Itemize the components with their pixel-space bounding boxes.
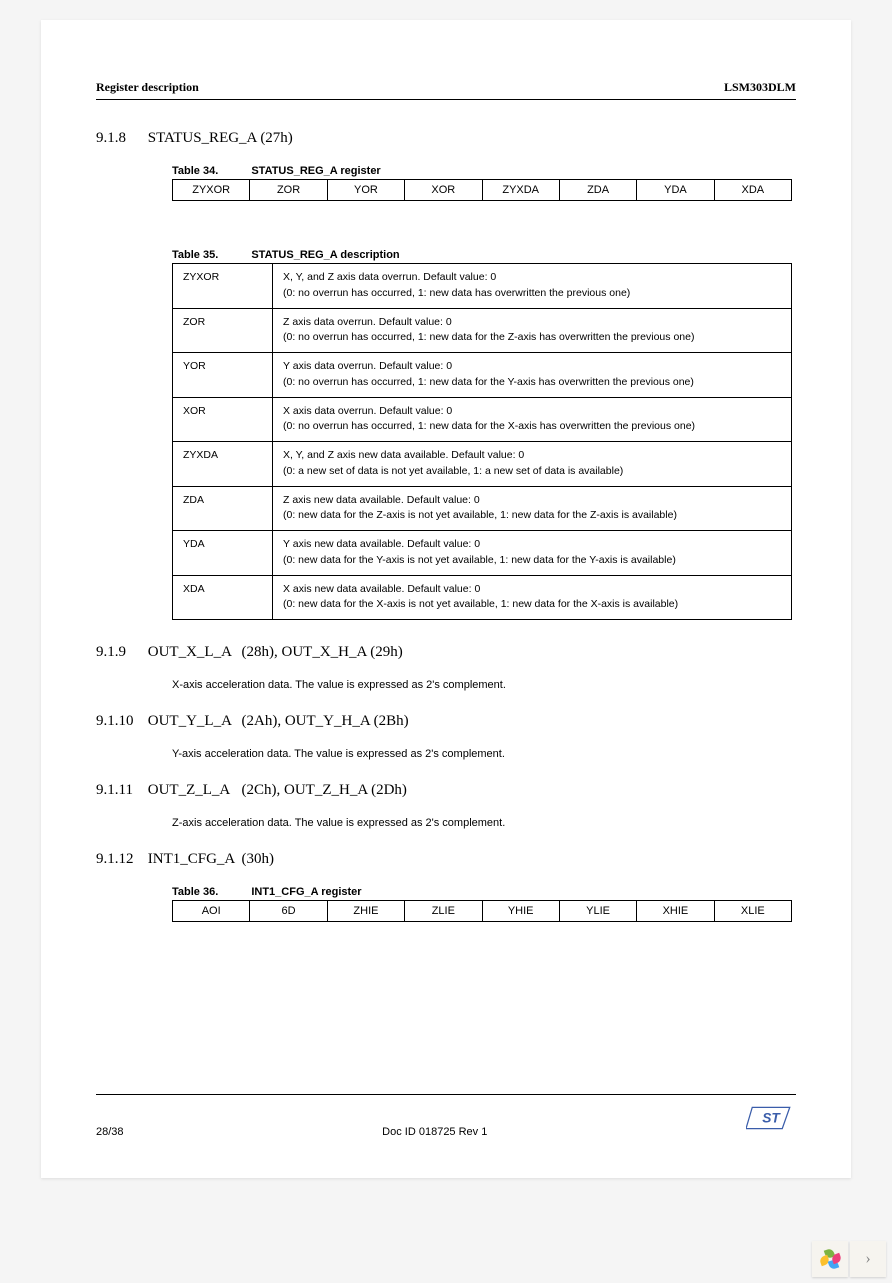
bit-cell: AOI [173, 901, 250, 922]
page-footer: 28/38 Doc ID 018725 Rev 1 ST [96, 1094, 796, 1138]
bit-cell: ZYXOR [173, 180, 250, 201]
section-number: 9.1.12 [96, 851, 144, 868]
next-page-button[interactable]: › [850, 1241, 886, 1277]
leaf-icon[interactable] [812, 1241, 848, 1277]
field-name-cell: XOR [173, 397, 273, 442]
field-name-cell: ZDA [173, 486, 273, 531]
page-number: 28/38 [96, 1126, 124, 1138]
field-desc-cell: Z axis data overrun. Default value: 0(0:… [273, 308, 792, 353]
table-row: ZYXOR ZOR YOR XOR ZYXDA ZDA YDA XDA [173, 180, 792, 201]
table-row: ZDAZ axis new data available. Default va… [173, 486, 792, 531]
section-number: 9.1.11 [96, 782, 144, 799]
bit-cell: YOR [327, 180, 404, 201]
table36-label: Table 36. INT1_CFG_A register [172, 886, 796, 898]
doc-id: Doc ID 018725 Rev 1 [382, 1126, 487, 1138]
table35-label: Table 35. STATUS_REG_A description [172, 249, 796, 261]
register-name: OUT_Z_L_A [148, 782, 238, 799]
section-title: STATUS_REG_A (27h) [148, 130, 293, 146]
section-heading-9110: 9.1.10 OUT_Y_L_A (2Ah), OUT_Y_H_A (2Bh) [96, 713, 796, 730]
corner-widget: › [812, 1241, 886, 1277]
chevron-right-icon: › [865, 1250, 870, 1268]
register-addr: (30h) [242, 851, 275, 867]
field-desc-cell: X, Y, and Z axis data overrun. Default v… [273, 264, 792, 309]
bit-cell: ZOR [250, 180, 327, 201]
bit-cell: XOR [405, 180, 482, 201]
bit-cell: 6D [250, 901, 327, 922]
field-desc-cell: X axis data overrun. Default value: 0(0:… [273, 397, 792, 442]
bit-cell: ZHIE [327, 901, 404, 922]
table34-label: Table 34. STATUS_REG_A register [172, 165, 796, 177]
field-name-cell: ZYXDA [173, 442, 273, 487]
bit-cell: ZLIE [405, 901, 482, 922]
header-left: Register description [96, 80, 199, 95]
field-desc-cell: X, Y, and Z axis new data available. Def… [273, 442, 792, 487]
register-addr: (2Ch), OUT_Z_H_A (2Dh) [242, 782, 407, 798]
table-caption: STATUS_REG_A description [251, 249, 399, 261]
bit-cell: YHIE [482, 901, 559, 922]
table-number: Table 34. [172, 165, 218, 177]
field-desc-cell: Y axis data overrun. Default value: 0(0:… [273, 353, 792, 398]
section-text: Z-axis acceleration data. The value is e… [172, 817, 796, 829]
bit-cell: ZDA [559, 180, 636, 201]
section-heading-9111: 9.1.11 OUT_Z_L_A (2Ch), OUT_Z_H_A (2Dh) [96, 782, 796, 799]
field-name-cell: YDA [173, 531, 273, 576]
section-number: 9.1.8 [96, 130, 144, 147]
header-right: LSM303DLM [724, 80, 796, 95]
bit-cell: XLIE [714, 901, 791, 922]
field-name-cell: ZOR [173, 308, 273, 353]
table-row: YDAY axis new data available. Default va… [173, 531, 792, 576]
field-name-cell: XDA [173, 575, 273, 620]
register-name: OUT_Y_L_A [148, 713, 238, 730]
svg-text:ST: ST [762, 1110, 781, 1125]
section-text: Y-axis acceleration data. The value is e… [172, 748, 796, 760]
table-row: AOI 6D ZHIE ZLIE YHIE YLIE XHIE XLIE [173, 901, 792, 922]
register-addr: (2Ah), OUT_Y_H_A (2Bh) [242, 713, 409, 729]
register-name: OUT_X_L_A [148, 644, 238, 661]
field-name-cell: YOR [173, 353, 273, 398]
table-row: XORX axis data overrun. Default value: 0… [173, 397, 792, 442]
section-number: 9.1.10 [96, 713, 144, 730]
field-desc-cell: Y axis new data available. Default value… [273, 531, 792, 576]
table-caption: INT1_CFG_A register [251, 886, 361, 898]
bit-cell: XDA [714, 180, 791, 201]
table35: ZYXORX, Y, and Z axis data overrun. Defa… [172, 263, 792, 620]
section-number: 9.1.9 [96, 644, 144, 661]
section-heading-918: 9.1.8 STATUS_REG_A (27h) [96, 130, 796, 147]
section-heading-919: 9.1.9 OUT_X_L_A (28h), OUT_X_H_A (29h) [96, 644, 796, 661]
table-row: ZYXDAX, Y, and Z axis new data available… [173, 442, 792, 487]
section-text: X-axis acceleration data. The value is e… [172, 679, 796, 691]
table-row: ZYXORX, Y, and Z axis data overrun. Defa… [173, 264, 792, 309]
section-heading-9112: 9.1.12 INT1_CFG_A (30h) [96, 851, 796, 868]
register-addr: (28h), OUT_X_H_A (29h) [242, 644, 403, 660]
bit-cell: YDA [637, 180, 714, 201]
field-desc-cell: Z axis new data available. Default value… [273, 486, 792, 531]
table-number: Table 36. [172, 886, 218, 898]
field-desc-cell: X axis new data available. Default value… [273, 575, 792, 620]
bit-cell: YLIE [559, 901, 636, 922]
register-name: INT1_CFG_A [148, 851, 238, 868]
document-page: Register description LSM303DLM 9.1.8 STA… [41, 20, 851, 1178]
st-logo-icon: ST [746, 1101, 796, 1138]
bit-cell: ZYXDA [482, 180, 559, 201]
bit-cell: XHIE [637, 901, 714, 922]
table36: AOI 6D ZHIE ZLIE YHIE YLIE XHIE XLIE [172, 900, 792, 922]
field-name-cell: ZYXOR [173, 264, 273, 309]
table-row: YORY axis data overrun. Default value: 0… [173, 353, 792, 398]
table-number: Table 35. [172, 249, 218, 261]
page-header: Register description LSM303DLM [96, 80, 796, 100]
table-row: XDAX axis new data available. Default va… [173, 575, 792, 620]
table-caption: STATUS_REG_A register [251, 165, 380, 177]
table-row: ZORZ axis data overrun. Default value: 0… [173, 308, 792, 353]
table34: ZYXOR ZOR YOR XOR ZYXDA ZDA YDA XDA [172, 179, 792, 201]
